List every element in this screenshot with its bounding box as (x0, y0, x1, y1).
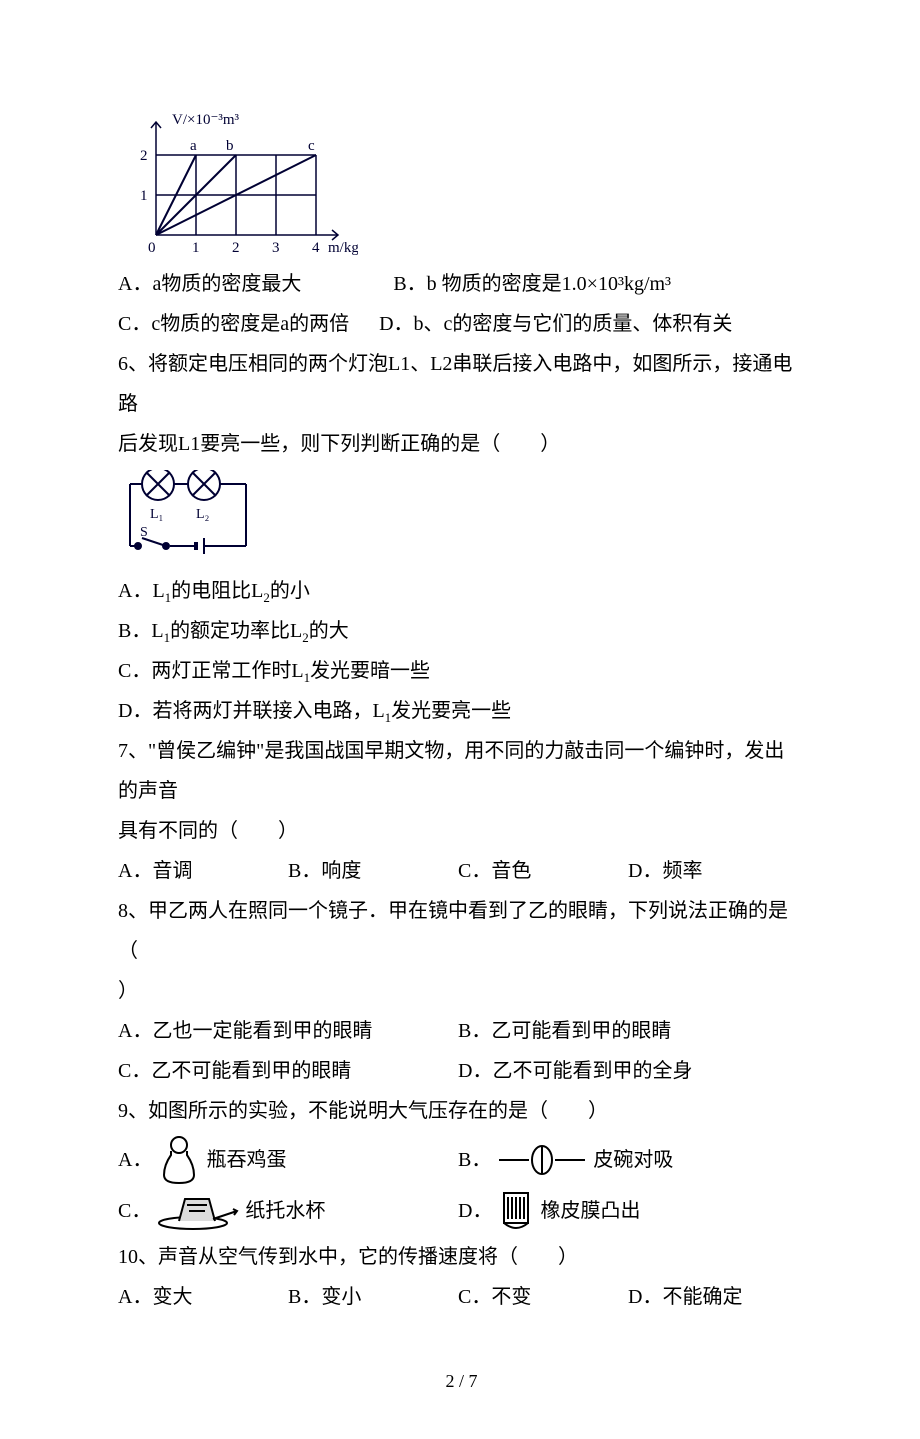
q7-stem-l1: 7、"曾侯乙编钟"是我国战国早期文物，用不同的力敲击同一个编钟时，发出 (118, 731, 805, 771)
q7-stem-l2: 的声音 (118, 771, 805, 811)
q10-option-a: A．变大 (118, 1277, 288, 1317)
q7-option-b: B．响度 (288, 851, 458, 891)
svg-text:m/kg: m/kg (328, 240, 358, 256)
q6-stem-l2: 后发现L1要亮一些，则下列判断正确的是（ ） (118, 424, 805, 464)
svg-text:1: 1 (140, 188, 148, 204)
q5-chart: V/×10⁻³m³ a b c 2 1 0 1 2 3 4 m/kg (118, 110, 358, 260)
q8-option-c: C．乙不可能看到甲的眼睛 (118, 1051, 458, 1091)
q5-option-c: C．c物质的密度是a的两倍 (118, 304, 349, 344)
svg-text:L₂: L₂ (196, 507, 210, 522)
svg-text:2: 2 (232, 240, 240, 256)
q6-option-d: D．若将两灯并联接入电路，L1发光要亮一些 (118, 691, 805, 731)
q5-option-b: B．b 物质的密度是1.0×10³kg/m³ (393, 264, 671, 304)
suction-cups-icon (497, 1143, 587, 1177)
q10-option-c: C．不变 (458, 1277, 628, 1317)
q10-option-b: B．变小 (288, 1277, 458, 1317)
svg-text:L₁: L₁ (150, 507, 163, 522)
q10-option-d: D．不能确定 (628, 1277, 742, 1317)
q7-option-c: C．音色 (458, 851, 628, 891)
svg-text:V/×10⁻³m³: V/×10⁻³m³ (172, 112, 240, 128)
q8-stem-l1: 8、甲乙两人在照同一个镜子．甲在镜中看到了乙的眼睛，下列说法正确的是（ (118, 891, 805, 971)
q7-options: A．音调 B．响度 C．音色 D．频率 (118, 851, 805, 891)
q8-options-r1: A．乙也一定能看到甲的眼睛 B．乙可能看到甲的眼睛 (118, 1011, 805, 1051)
page-number: 2 / 7 (118, 1363, 805, 1399)
q5-option-d: D．b、c的密度与它们的质量、体积有关 (379, 304, 732, 344)
q8-option-b: B．乙可能看到甲的眼睛 (458, 1011, 671, 1051)
q9-option-a: A． 瓶吞鸡蛋 (118, 1135, 458, 1185)
q8-option-d: D．乙不可能看到甲的全身 (458, 1051, 692, 1091)
q8-options-r2: C．乙不可能看到甲的眼睛 D．乙不可能看到甲的全身 (118, 1051, 805, 1091)
q5-option-a: A．a物质的密度最大 (118, 264, 301, 304)
svg-text:2: 2 (140, 148, 148, 164)
svg-text:3: 3 (272, 240, 280, 256)
q7-stem-l3: 具有不同的（ ） (118, 811, 805, 851)
q9-option-c: C． 纸托水杯 (118, 1191, 458, 1231)
q8-option-a: A．乙也一定能看到甲的眼睛 (118, 1011, 458, 1051)
q9-row-2: C． 纸托水杯 D． (118, 1189, 805, 1233)
q7-option-a: A．音调 (118, 851, 288, 891)
q8-stem-l2: ） (118, 971, 805, 1011)
q6-option-c: C．两灯正常工作时L1发光要暗一些 (118, 651, 805, 691)
q6-stem-l1: 6、将额定电压相同的两个灯泡L1、L2串联后接入电路中，如图所示，接通电路 (118, 344, 805, 424)
q5-options-row1: A．a物质的密度最大 B．b 物质的密度是1.0×10³kg/m³ (118, 264, 805, 304)
bottle-egg-icon (158, 1135, 200, 1185)
membrane-bulge-icon (498, 1189, 534, 1233)
series-c-label: c (308, 138, 315, 154)
q9-option-b: B． 皮碗对吸 (458, 1140, 673, 1180)
q9-stem: 9、如图所示的实验，不能说明大气压存在的是（ ） (118, 1091, 805, 1131)
paper-cup-icon (157, 1191, 239, 1231)
q7-option-d: D．频率 (628, 851, 702, 891)
q5-options-row2: C．c物质的密度是a的两倍 D．b、c的密度与它们的质量、体积有关 (118, 304, 805, 344)
series-a-label: a (190, 138, 197, 154)
svg-text:1: 1 (192, 240, 200, 256)
q9-row-1: A． 瓶吞鸡蛋 B． 皮碗对吸 (118, 1135, 805, 1185)
q9-option-d: D． 橡皮膜凸出 (458, 1189, 640, 1233)
svg-text:0: 0 (148, 240, 156, 256)
q6-option-b: B．L1的额定功率比L2的大 (118, 611, 805, 651)
q10-stem: 10、声音从空气传到水中，它的传播速度将（ ） (118, 1237, 805, 1277)
svg-text:S: S (140, 525, 148, 540)
q6-circuit: L₁ L₂ S (118, 470, 268, 565)
q10-options: A．变大 B．变小 C．不变 D．不能确定 (118, 1277, 805, 1317)
series-b-label: b (226, 138, 234, 154)
svg-text:4: 4 (312, 240, 320, 256)
q6-option-a: A．L1的电阻比L2的小 (118, 571, 805, 611)
